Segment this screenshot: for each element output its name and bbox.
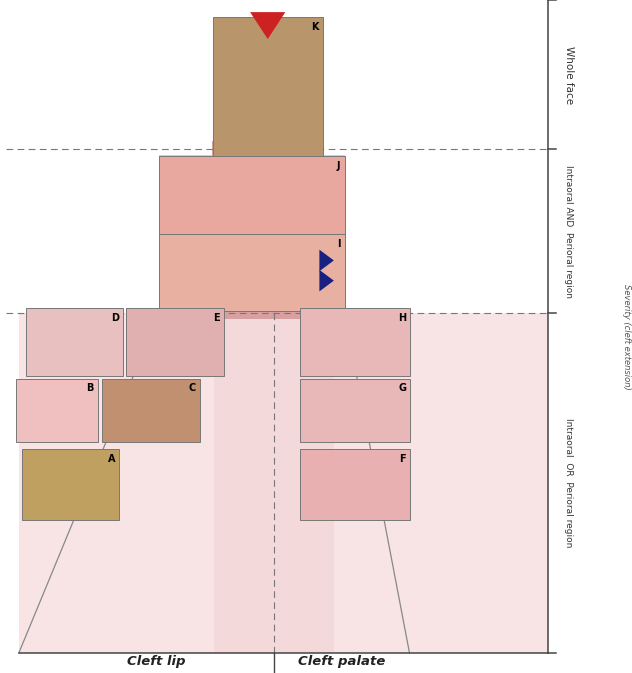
Bar [178,304,324,319]
Bar [159,157,345,234]
Polygon shape [319,250,334,271]
Text: Severity (cleft extension): Severity (cleft extension) [623,283,631,390]
Bar [189,232,315,244]
Text: H: H [398,313,406,323]
Text: A: A [107,454,115,464]
Bar [25,308,123,376]
Bar [21,450,119,520]
Text: Intraoral AND  Perioral region: Intraoral AND Perioral region [564,165,573,297]
Text: Cleft lip: Cleft lip [126,655,185,668]
Bar [102,378,200,443]
Bar [214,313,334,653]
Polygon shape [250,12,286,39]
Text: E: E [213,313,219,323]
Text: D: D [111,313,119,323]
Text: G: G [398,384,406,393]
Text: Whole face: Whole face [564,46,574,104]
Text: F: F [399,454,406,464]
Bar [16,378,97,443]
Bar [300,378,410,443]
Bar [19,313,548,653]
Bar [126,308,224,376]
Text: J: J [337,162,341,171]
Bar [159,155,344,313]
Text: K: K [311,22,319,32]
Bar [300,450,410,520]
Text: I: I [337,239,341,248]
Text: Intraoral  OR  Perioral region: Intraoral OR Perioral region [564,418,573,548]
Text: Cleft palate: Cleft palate [298,655,386,668]
Bar [212,141,297,157]
Bar [159,234,345,311]
Bar [212,17,323,158]
Text: B: B [86,384,94,393]
Text: C: C [188,384,195,393]
Bar [300,308,410,376]
Polygon shape [319,270,334,291]
